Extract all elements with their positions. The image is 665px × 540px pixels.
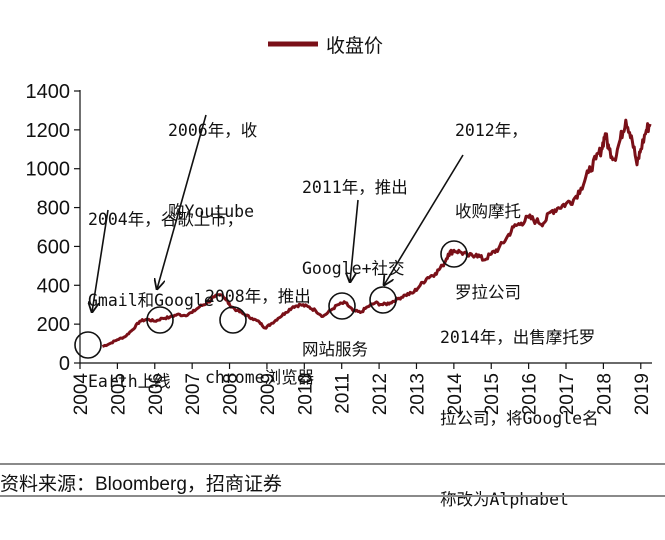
annotation-2014: 2014年，出售摩托罗 拉公司，将Google名 称改为Alphabet: [440, 328, 599, 509]
x-tick-label: 2016: [520, 373, 541, 415]
x-tick-group: 2004 2005 2006 2007 2008 2009 2010 2011 2012 2013…: [71, 363, 653, 415]
x-tick-label: 2004: [71, 373, 92, 416]
x-tick-label: 2005: [108, 373, 129, 415]
y-tick-label: 200: [37, 314, 70, 336]
x-tick-label: 2009: [258, 373, 279, 415]
annotation-2012: 2012年， 收购摩托 罗拉公司: [455, 121, 528, 302]
source-divider: [0, 463, 665, 465]
annotation-2008: 2008年，推出 chrome浏览器: [205, 287, 315, 387]
legend: 收盘价: [268, 35, 383, 57]
arrow-2004: [92, 209, 109, 312]
source-note: 资料来源：Bloomberg，招商证券: [0, 474, 282, 495]
annotation-2004: 2004年，谷歌上市， Gmail和Google Earth上线: [88, 210, 244, 391]
annotation-arrows: [92, 114, 464, 312]
arrow-2011: [350, 199, 359, 282]
arrow-2006: [157, 114, 207, 289]
x-tick-label: 2012: [370, 373, 391, 415]
x-tick-label: 2013: [407, 373, 428, 415]
annotation-2011: 2011年，推出 Google+社交 网站服务: [302, 178, 408, 359]
price-series-line: [101, 118, 652, 348]
x-tick-label: 2010: [295, 373, 316, 415]
y-tick-label: 1000: [26, 159, 71, 181]
y-tick-label: 0: [59, 353, 70, 375]
event-circle-2014: [440, 240, 468, 268]
y-tick-label: 1200: [26, 120, 71, 142]
y-tick-group: 0 200 400 600 800 1000 1200 1400: [26, 81, 80, 375]
x-tick-label: 2011: [333, 373, 354, 414]
event-circle-2011: [328, 292, 356, 320]
x-tick-label: 2007: [183, 373, 204, 415]
x-tick-label: 2018: [594, 373, 615, 415]
x-tick-label: 2006: [146, 373, 167, 415]
x-tick-label: 2015: [482, 373, 503, 415]
y-tick-label: 800: [37, 198, 70, 220]
y-tick-label: 1400: [26, 81, 71, 103]
event-circle-2006: [146, 306, 174, 334]
annotation-2006: 2006年，收 购Youtube: [168, 121, 258, 221]
x-tick-label: 2017: [557, 373, 578, 415]
legend-label: 收盘价: [326, 35, 383, 57]
y-tick-label: 400: [37, 275, 70, 297]
x-tick-label: 2019: [632, 373, 653, 415]
arrow-2012: [384, 154, 464, 285]
event-circle-2008: [219, 306, 247, 334]
event-circle-2004: [74, 331, 102, 359]
x-tick-label: 2014: [445, 373, 466, 416]
y-tick-label: 600: [37, 236, 70, 258]
x-tick-label: 2008: [221, 373, 242, 415]
bottom-divider: [0, 495, 665, 497]
